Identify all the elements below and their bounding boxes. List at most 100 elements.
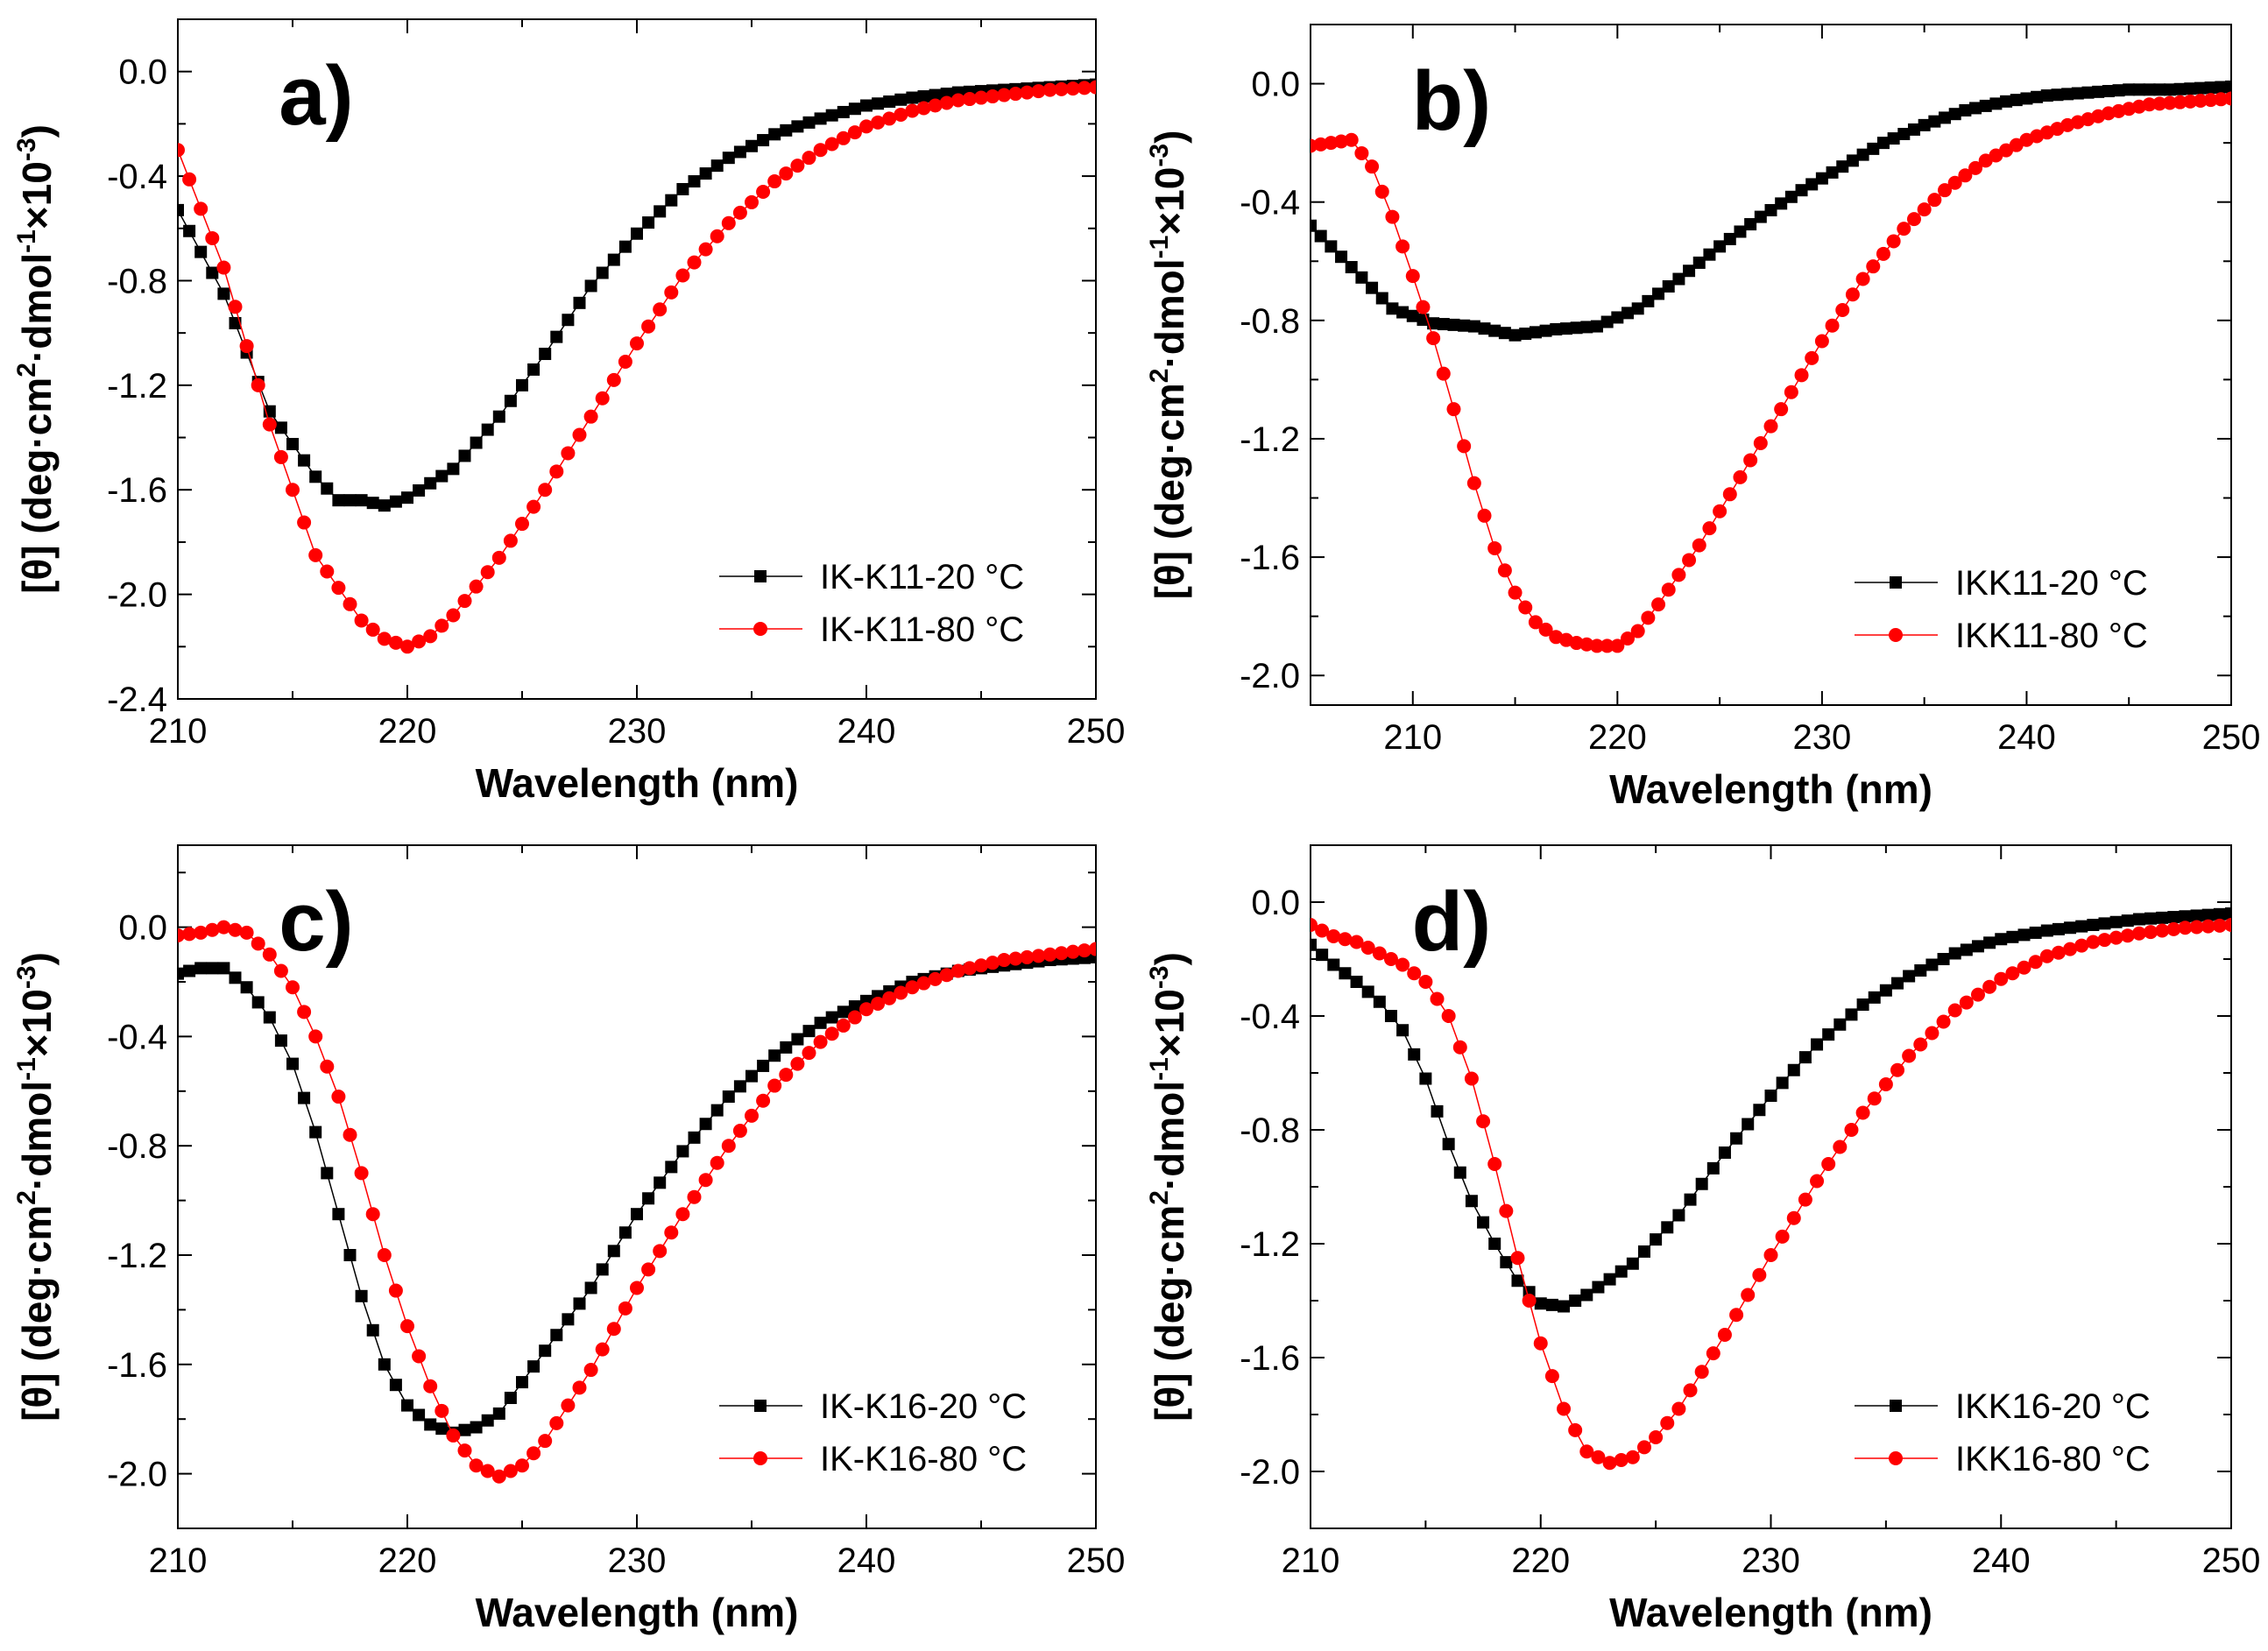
- x-tick-label: 210: [1282, 1542, 1340, 1580]
- x-axis-title: Wavelength (nm): [1609, 1590, 1932, 1635]
- data-point: [883, 95, 896, 109]
- data-point: [298, 1091, 311, 1104]
- data-point: [824, 1027, 839, 1041]
- y-tick-label: 0.0: [1251, 884, 1300, 922]
- data-point: [722, 1090, 735, 1104]
- x-tick-label: 250: [2202, 718, 2261, 757]
- data-point: [1408, 1048, 1421, 1061]
- data-point: [1982, 979, 1997, 994]
- data-point: [2203, 93, 2218, 108]
- data-point: [366, 497, 379, 510]
- data-point: [1008, 87, 1023, 102]
- panel-label: b): [1412, 54, 1492, 148]
- x-tick-label: 230: [1793, 718, 1852, 757]
- data-point: [1836, 160, 1849, 173]
- data-point: [732, 205, 747, 220]
- data-point: [745, 139, 758, 152]
- data-point: [1672, 272, 1685, 286]
- data-point: [1519, 328, 1532, 341]
- data-point: [273, 449, 288, 464]
- data-point: [527, 363, 541, 376]
- y-axis-title-part: ): [1147, 131, 1192, 144]
- data-point: [2204, 81, 2217, 95]
- data-point: [2156, 911, 2169, 924]
- data-point: [229, 316, 242, 329]
- data-point: [2173, 95, 2187, 109]
- data-point: [1020, 949, 1035, 964]
- data-point: [263, 1011, 276, 1024]
- data-point: [297, 1005, 312, 1020]
- data-point: [1764, 1090, 1777, 1102]
- data-point: [1405, 269, 1420, 284]
- data-point: [388, 1283, 403, 1298]
- data-point: [929, 88, 942, 102]
- data-point: [1730, 1132, 1743, 1145]
- data-point: [378, 1358, 391, 1371]
- data-point: [1713, 240, 1727, 253]
- y-tick-label: -1.6: [1240, 1339, 1300, 1378]
- data-point: [1787, 1063, 1800, 1076]
- data-point: [1742, 1118, 1755, 1131]
- data-point: [780, 1041, 793, 1054]
- panel-label: c): [279, 875, 353, 969]
- data-point: [2051, 88, 2064, 102]
- data-point: [813, 1034, 828, 1049]
- data-point: [767, 174, 782, 189]
- data-point: [1683, 265, 1696, 278]
- series-2: [1311, 918, 2231, 1471]
- data-point: [412, 1349, 427, 1364]
- data-point: [1753, 1104, 1766, 1117]
- y-tick-label: -2.0: [107, 576, 167, 615]
- data-point: [2064, 921, 2077, 935]
- data-point: [665, 194, 678, 207]
- data-point: [413, 483, 426, 497]
- data-point: [779, 1068, 794, 1083]
- y-axis-title-part: [θ] (deg·cm: [1147, 1205, 1192, 1422]
- data-point: [400, 639, 414, 654]
- data-point: [1734, 225, 1747, 238]
- chart-panel-3: 210 220 230 240 250 0.0 -0.4 -0.8 -1.2 -1.6 -2.0 Wa…: [12, 844, 1126, 1635]
- data-point: [618, 1301, 632, 1316]
- data-point: [1786, 1210, 1801, 1225]
- data-point: [1465, 1195, 1478, 1208]
- data-point: [1442, 1138, 1455, 1151]
- legend-marker: [754, 1400, 767, 1412]
- data-point: [1077, 81, 1092, 95]
- data-point: [1662, 279, 1675, 293]
- data-point: [1497, 563, 1512, 578]
- data-point: [2214, 92, 2229, 107]
- data-point: [894, 985, 908, 1000]
- data-point: [516, 1376, 528, 1389]
- data-point: [1327, 958, 1340, 971]
- data-point: [1914, 964, 1927, 977]
- data-point: [572, 427, 587, 442]
- data-point: [1529, 326, 1542, 339]
- y-axis-title: [θ] (deg·cm2·dmol-1×10-3): [1145, 131, 1192, 600]
- data-point: [435, 618, 449, 633]
- x-tick-label: 250: [1067, 1542, 1126, 1580]
- data-point: [872, 97, 885, 110]
- data-point: [1478, 322, 1491, 335]
- data-point: [1031, 84, 1046, 99]
- legend: IKK16-20 °C IKK16-80 °C: [1855, 1387, 2151, 1478]
- data-point: [894, 107, 908, 122]
- data-point: [2201, 919, 2215, 934]
- data-point: [1897, 127, 1911, 140]
- data-point: [389, 1379, 402, 1392]
- data-point: [790, 1056, 805, 1071]
- data-point: [894, 93, 908, 106]
- y-tick-label: -1.2: [1240, 1225, 1300, 1264]
- data-point: [859, 1002, 873, 1017]
- data-point: [286, 483, 300, 497]
- data-point: [1570, 321, 1583, 335]
- data-point: [606, 372, 621, 387]
- data-point: [435, 1422, 449, 1436]
- data-point: [802, 1046, 816, 1061]
- data-point: [1374, 184, 1389, 199]
- data-point: [848, 102, 861, 116]
- data-point: [1538, 622, 1553, 637]
- y-tick-label: -0.4: [1240, 998, 1300, 1036]
- data-point: [583, 1363, 598, 1378]
- data-point: [1315, 923, 1330, 938]
- data-point: [1795, 184, 1808, 197]
